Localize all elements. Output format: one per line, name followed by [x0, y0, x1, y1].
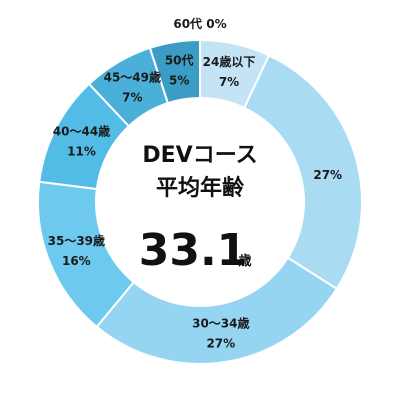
slice-percent-label: 27% — [313, 168, 342, 182]
slice-percent-label: 7% — [219, 75, 239, 89]
slice-percent-label: 16% — [62, 254, 91, 268]
slice-name-label: 50代 — [165, 53, 194, 68]
donut-slices — [37, 38, 363, 365]
donut-slice — [242, 54, 363, 291]
slice-percent-label: 11% — [67, 145, 96, 159]
slice-name-label: 40～44歳 — [53, 124, 110, 139]
slice-name-label: 45～49歳 — [104, 70, 161, 85]
average-age-unit: 歳 — [238, 253, 251, 269]
average-age-value: 33.1 — [139, 225, 248, 276]
slice-name-label: 30～34歳 — [192, 315, 249, 330]
chart-title-line2: 平均年齢 — [156, 175, 245, 201]
slice-percent-label: 5% — [169, 74, 189, 88]
slice-percent-label: 27% — [206, 336, 235, 350]
donut-slice — [95, 256, 339, 365]
slice-name-label: 24歳以下 — [203, 54, 256, 69]
slice-name-label: 60代 0% — [173, 16, 226, 31]
slice-percent-label: 7% — [122, 91, 142, 105]
slice-labels: 24歳以下 7% 27% 30～34歳 27% 35～39歳 16% 40～44歳 11% 45～… — [48, 16, 342, 350]
chart-title-line1: DEVコース — [142, 143, 257, 168]
donut-slice — [148, 38, 201, 105]
slice-name-label: 35～39歳 — [48, 233, 105, 248]
